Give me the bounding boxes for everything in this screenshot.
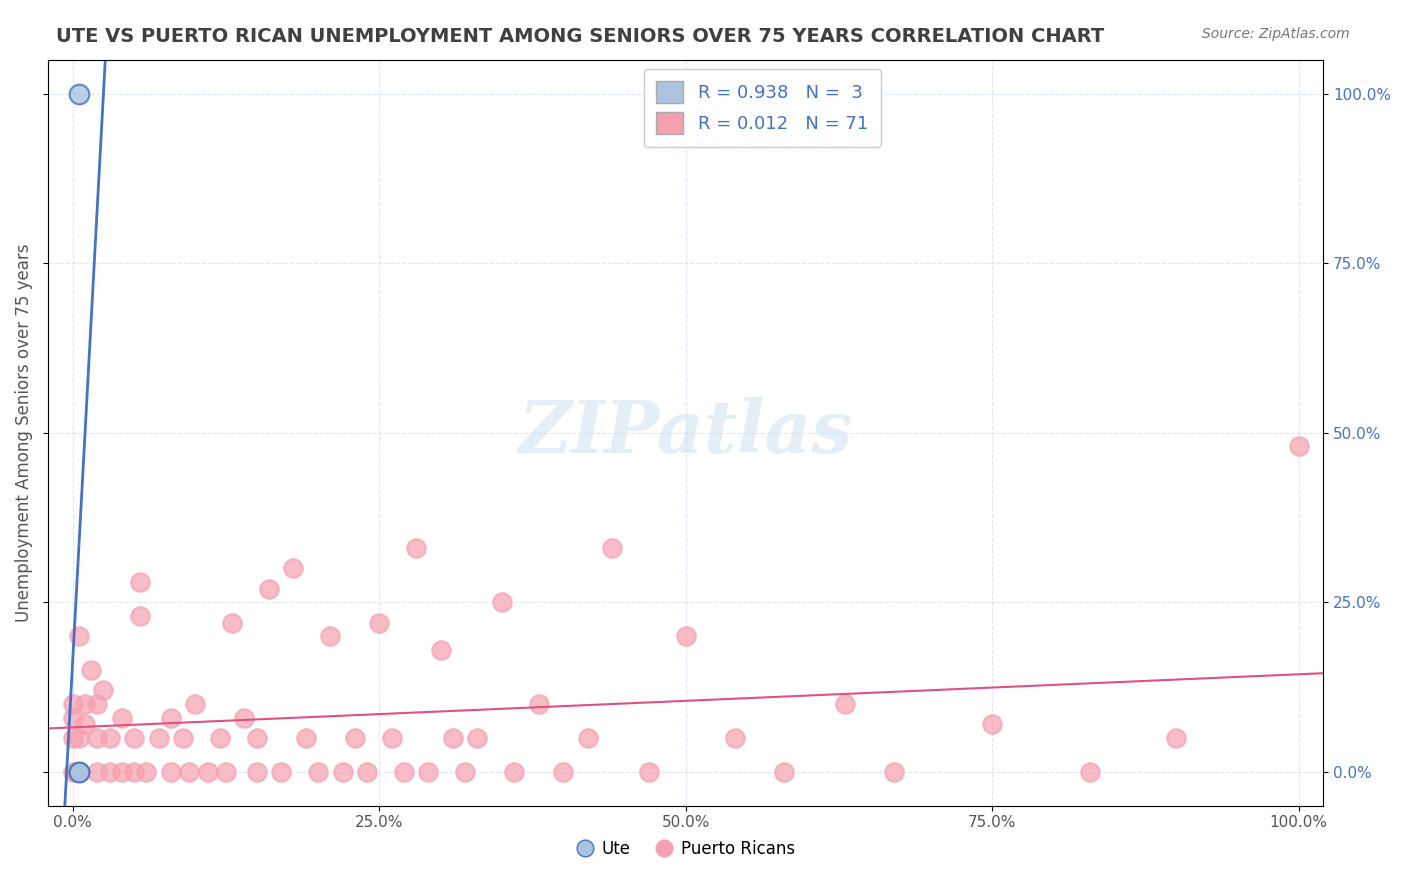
Point xyxy=(233,710,256,724)
Point xyxy=(392,764,415,779)
Point xyxy=(98,764,121,779)
Point xyxy=(93,683,115,698)
Point xyxy=(215,764,238,779)
Point xyxy=(1078,764,1101,779)
Point xyxy=(179,764,201,779)
Point xyxy=(429,642,451,657)
Point xyxy=(67,764,90,779)
Point xyxy=(600,541,623,555)
Point xyxy=(80,663,103,677)
Point xyxy=(62,697,84,711)
Point xyxy=(368,615,391,630)
Point xyxy=(270,764,292,779)
Point xyxy=(1288,439,1310,453)
Point xyxy=(283,561,305,575)
Point xyxy=(111,764,134,779)
Point xyxy=(122,731,145,745)
Point xyxy=(503,764,526,779)
Point xyxy=(160,764,183,779)
Point xyxy=(675,629,697,643)
Point xyxy=(67,87,90,101)
Point xyxy=(122,764,145,779)
Point xyxy=(981,717,1004,731)
Point xyxy=(441,731,464,745)
Point xyxy=(553,764,575,779)
Point xyxy=(73,717,96,731)
Point xyxy=(62,710,84,724)
Point xyxy=(65,764,87,779)
Point xyxy=(135,764,157,779)
Point xyxy=(160,710,183,724)
Point xyxy=(62,731,84,745)
Point xyxy=(86,697,108,711)
Point xyxy=(197,764,219,779)
Point xyxy=(332,764,354,779)
Point xyxy=(86,731,108,745)
Point xyxy=(638,764,661,779)
Point xyxy=(172,731,194,745)
Point xyxy=(246,764,269,779)
Point xyxy=(773,764,796,779)
Point xyxy=(184,697,207,711)
Point xyxy=(148,731,170,745)
Point xyxy=(319,629,342,643)
Point xyxy=(491,595,513,609)
Point xyxy=(208,731,231,745)
Point xyxy=(1166,731,1188,745)
Text: Source: ZipAtlas.com: Source: ZipAtlas.com xyxy=(1202,27,1350,41)
Point xyxy=(576,731,599,745)
Point xyxy=(111,710,134,724)
Point xyxy=(98,731,121,745)
Point xyxy=(454,764,477,779)
Point xyxy=(356,764,378,779)
Point xyxy=(221,615,243,630)
Legend: Ute, Puerto Ricans: Ute, Puerto Ricans xyxy=(569,833,801,864)
Point xyxy=(129,574,152,589)
Point xyxy=(307,764,329,779)
Point xyxy=(343,731,366,745)
Point xyxy=(467,731,489,745)
Point xyxy=(724,731,747,745)
Point xyxy=(418,764,440,779)
Point xyxy=(380,731,402,745)
Point xyxy=(129,608,152,623)
Point xyxy=(67,731,90,745)
Point xyxy=(67,629,90,643)
Point xyxy=(883,764,905,779)
Point xyxy=(257,582,280,596)
Point xyxy=(73,697,96,711)
Point xyxy=(67,764,90,779)
Y-axis label: Unemployment Among Seniors over 75 years: Unemployment Among Seniors over 75 years xyxy=(15,244,32,622)
Point xyxy=(834,697,856,711)
Point xyxy=(405,541,427,555)
Text: ZIPatlas: ZIPatlas xyxy=(519,397,853,468)
Point xyxy=(86,764,108,779)
Point xyxy=(246,731,269,745)
Point xyxy=(62,764,84,779)
Point xyxy=(294,731,316,745)
Text: UTE VS PUERTO RICAN UNEMPLOYMENT AMONG SENIORS OVER 75 YEARS CORRELATION CHART: UTE VS PUERTO RICAN UNEMPLOYMENT AMONG S… xyxy=(56,27,1105,45)
Point xyxy=(527,697,550,711)
Point xyxy=(67,764,90,779)
